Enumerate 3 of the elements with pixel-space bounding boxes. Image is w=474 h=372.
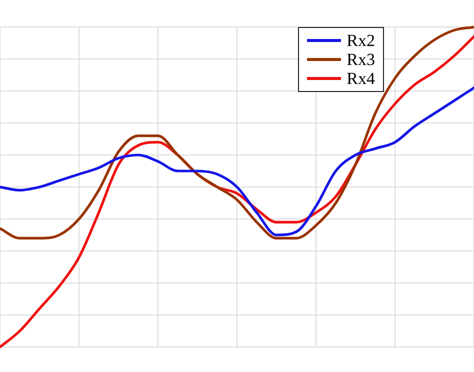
legend-label: Rx4 (346, 68, 375, 88)
legend-label: Rx2 (346, 30, 375, 50)
legend-label: Rx3 (346, 50, 375, 70)
